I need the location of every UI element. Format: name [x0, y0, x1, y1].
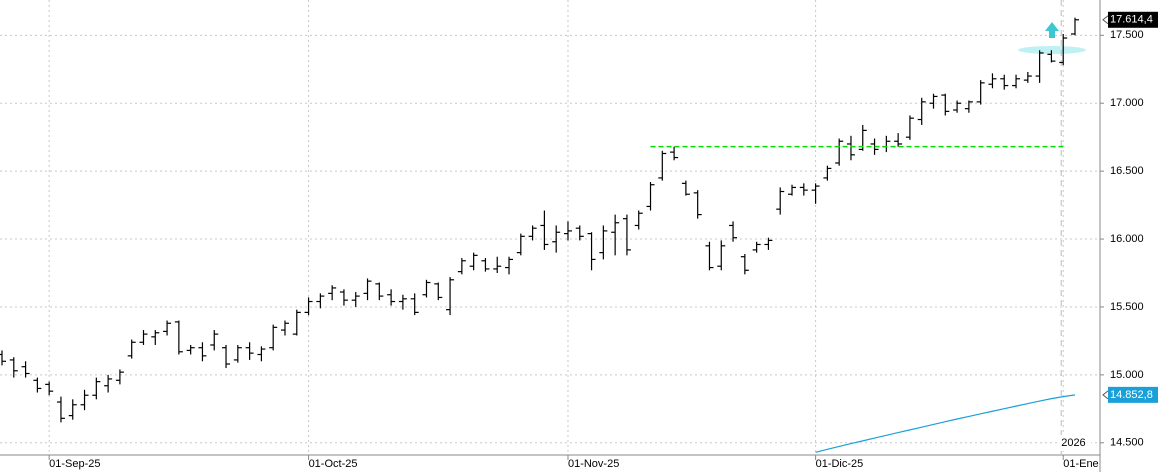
price-pointer — [1102, 15, 1109, 25]
y-tick-label: 16.000 — [1110, 233, 1144, 245]
y-tick-label: 17.000 — [1110, 97, 1144, 109]
y-tick-label: 14.500 — [1110, 437, 1144, 449]
signal-arrow — [1045, 22, 1059, 38]
overlay-line — [815, 394, 1076, 453]
price-pointer — [1102, 390, 1109, 400]
price-tag — [1108, 11, 1158, 28]
y-tick-label: 15.000 — [1110, 369, 1144, 381]
grid — [0, 0, 1100, 455]
year-label-bg — [1057, 435, 1092, 451]
x-tick-label: 01-Oct-25 — [309, 458, 358, 470]
signal-highlight — [1018, 46, 1086, 54]
price-tag-label: 14.852,8 — [1110, 389, 1153, 401]
x-tick-label: 01-Ene — [1063, 458, 1098, 470]
price-tag — [1108, 386, 1158, 403]
year-label: 2026 — [1061, 437, 1085, 449]
y-tick-label: 15.500 — [1110, 301, 1144, 313]
x-tick-label: 01-Nov-25 — [568, 458, 619, 470]
ohlc-bars — [0, 17, 1079, 423]
x-tick-label: 01-Dic-25 — [816, 458, 864, 470]
signal-icon — [1018, 22, 1086, 54]
price-tag-label: 17.614,4 — [1110, 14, 1153, 26]
x-tick-label: 01-Sep-25 — [49, 458, 100, 470]
y-tick-label: 17.500 — [1110, 29, 1144, 41]
y-tick-label: 16.500 — [1110, 165, 1144, 177]
